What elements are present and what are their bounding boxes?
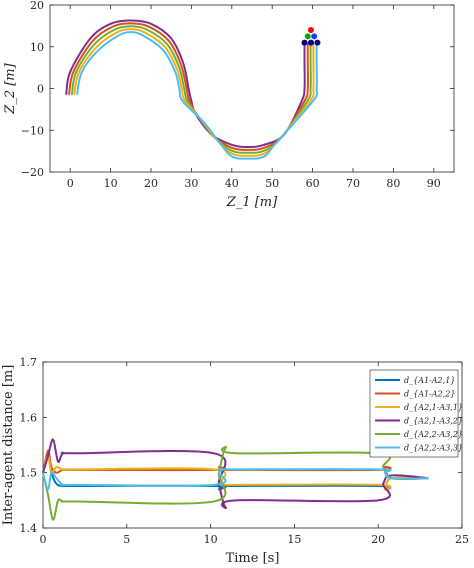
y-tick-label: −20: [21, 166, 44, 179]
legend-box: [369, 369, 459, 458]
x-tick-label: 25: [455, 533, 469, 546]
x-tick-label: 50: [265, 177, 279, 190]
legend-label: d_{A1-A2,1}: [404, 376, 455, 385]
legend-label: d_{A2,1-A3,1}: [404, 403, 463, 412]
legend-label: d_{A1-A2,2}: [404, 390, 455, 399]
distance-chart: 0 5 10 15 20 25 1.7 1.6 1.5 1.4 Time [s] Inter-agen…: [1, 356, 469, 566]
x-tick-label: 90: [427, 177, 441, 190]
x-tick-label: 10: [104, 177, 118, 190]
trajectory-line: [76, 31, 319, 160]
agent-marker: [307, 39, 314, 46]
legend-label: d_{A2,2-A3,2}: [404, 430, 463, 439]
y-tick-label: 1.6: [20, 411, 38, 424]
x-axis-label: Z_1 [m]: [226, 195, 278, 210]
y-axis-label: Z_2 [m]: [3, 62, 18, 114]
agent-marker: [314, 39, 321, 46]
x-tick-label: 20: [371, 533, 385, 546]
y-axis-label: Inter-agent distance [m]: [1, 365, 16, 526]
agent-marker: [307, 27, 314, 34]
x-tick-label: 30: [184, 177, 198, 190]
x-tick-label: 80: [386, 177, 400, 190]
trajectory-chart: 0 10 20 30 40 50 60 70 80 90 20 10 0 −10 −20 Z_1 [m] Z_2…: [3, 0, 455, 210]
x-tick-label: 20: [144, 177, 158, 190]
y-tick-label: 20: [30, 0, 44, 12]
legend-label: d_{A2,1-A3,2}: [404, 417, 463, 426]
x-tick-label: 60: [306, 177, 320, 190]
distance-series-line: [42, 468, 429, 491]
legend: d_{A1-A2,1} d_{A1-A2,2} d_{A2,1-A3,1} d_{A2…: [369, 369, 463, 458]
x-axis-label: Time [s]: [226, 551, 280, 566]
x-tick-label: 70: [346, 177, 360, 190]
distance-series-line: [42, 446, 429, 521]
x-tick-label: 15: [287, 533, 301, 546]
x-tick-label: 40: [225, 177, 239, 190]
agent-marker: [311, 33, 318, 40]
x-tick-label: 0: [67, 177, 74, 190]
x-tick-label: 10: [204, 533, 218, 546]
y-tick-label: 1.4: [20, 522, 38, 535]
x-tick-label: 5: [123, 533, 130, 546]
agent-marker: [304, 33, 311, 40]
y-tick-label: 1.7: [20, 356, 38, 369]
distance-series-line: [42, 438, 429, 510]
agent-marker: [301, 39, 308, 46]
y-tick-label: 1.5: [20, 467, 38, 480]
x-tick-label: 0: [40, 533, 47, 546]
y-tick-label: −10: [21, 124, 44, 137]
y-tick-label: 10: [30, 41, 44, 54]
legend-label: d_{A2,2-A3,3}: [404, 444, 463, 453]
y-tick-label: 0: [37, 83, 44, 96]
